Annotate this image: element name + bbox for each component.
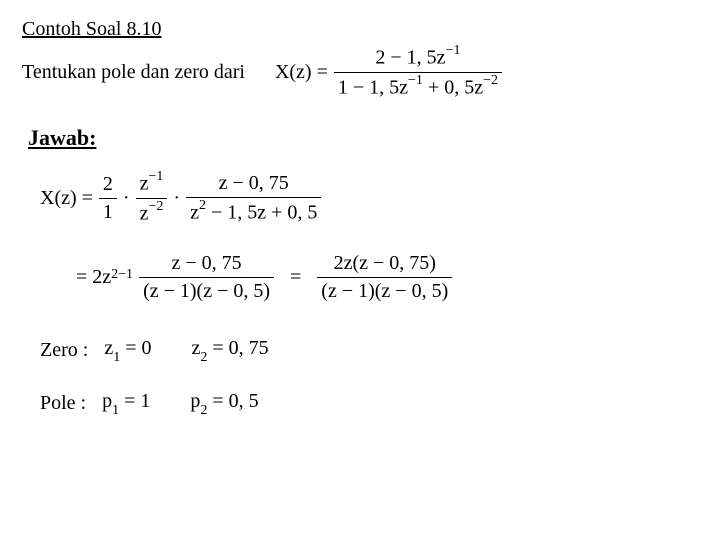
example-title: Contoh Soal 8.10 <box>22 18 698 41</box>
main-den-a-exp: −1 <box>408 73 423 88</box>
zero-row: Zero : z1 = 0 z2 = 0, 75 <box>40 337 698 364</box>
p1-sub: 1 <box>112 403 119 418</box>
l1-f3-den-b: − 1, 5z + 0, 5 <box>206 202 317 224</box>
pole-label: Pole : <box>40 392 86 415</box>
main-num-a: 2 − 1, 5z <box>375 47 445 69</box>
l2-eq: = <box>290 266 301 289</box>
main-den-a: 1 − 1, 5z <box>338 76 408 98</box>
p2-val: = 0, 5 <box>207 390 258 412</box>
zero-label: Zero : <box>40 339 88 362</box>
l1-frac2: z−1 z−2 <box>136 171 168 225</box>
main-equation: X(z) = 2 − 1, 5z−1 1 − 1, 5z−1 + 0, 5z−2 <box>275 45 508 99</box>
l2-f2-den: (z − 1)(z − 0, 5) <box>317 280 452 303</box>
main-den-b-exp: −2 <box>483 73 498 88</box>
l1-f3-den-a-exp: 2 <box>199 198 206 213</box>
answer-heading: Jawab: <box>28 125 698 151</box>
z1-sym: z <box>104 337 113 359</box>
l1-frac1: 2 1 <box>99 173 117 224</box>
l1-f1-den: 1 <box>99 201 117 224</box>
prompt-text: Tentukan pole dan zero dari <box>22 61 245 84</box>
l1-dot2: · <box>173 187 180 210</box>
derivation-line-2: = 2z2−1 z − 0, 75 (z − 1)(z − 0, 5) = 2z… <box>76 252 698 303</box>
l2-frac1: z − 0, 75 (z − 1)(z − 0, 5) <box>139 252 274 303</box>
l1-f2-num-exp: −1 <box>148 169 163 184</box>
z2-val: = 0, 75 <box>207 337 268 359</box>
l2-f2-num: 2z(z − 0, 75) <box>330 252 440 275</box>
l1-f1-num: 2 <box>99 173 117 196</box>
main-num-exp: −1 <box>446 43 461 58</box>
l1-frac3: z − 0, 75 z2 − 1, 5z + 0, 5 <box>186 172 321 225</box>
l2-frac2: 2z(z − 0, 75) (z − 1)(z − 0, 5) <box>317 252 452 303</box>
l2-lhs: = 2z <box>76 266 111 289</box>
derivation-line-1: X(z) = 2 1 · z−1 z−2 · z − 0, 75 z2 − 1,… <box>40 171 698 225</box>
l2-f1-den: (z − 1)(z − 0, 5) <box>139 280 274 303</box>
l1-lhs: X(z) = <box>40 187 93 210</box>
l2-lhs-exp: 2−1 <box>111 267 133 283</box>
p2-sym: p <box>190 390 200 412</box>
pole-row: Pole : p1 = 1 p2 = 0, 5 <box>40 390 698 417</box>
z1-val: = 0 <box>120 337 151 359</box>
l1-f3-den-a: z <box>190 202 199 224</box>
p1-val: = 1 <box>119 390 150 412</box>
p2-sub: 2 <box>200 403 207 418</box>
l2-f1-num: z − 0, 75 <box>167 252 245 275</box>
p1-sym: p <box>102 390 112 412</box>
main-den-b: + 0, 5z <box>423 76 483 98</box>
xz-label: X(z) = <box>275 61 328 84</box>
l1-f3-num: z − 0, 75 <box>215 172 293 195</box>
prompt-row: Tentukan pole dan zero dari X(z) = 2 − 1… <box>22 45 698 99</box>
z2-sub: 2 <box>200 350 207 365</box>
main-fraction: 2 − 1, 5z−1 1 − 1, 5z−1 + 0, 5z−2 <box>334 45 502 99</box>
z1-sub: 1 <box>113 350 120 365</box>
l1-f2-den-exp: −2 <box>148 199 163 214</box>
l1-dot1: · <box>123 187 130 210</box>
